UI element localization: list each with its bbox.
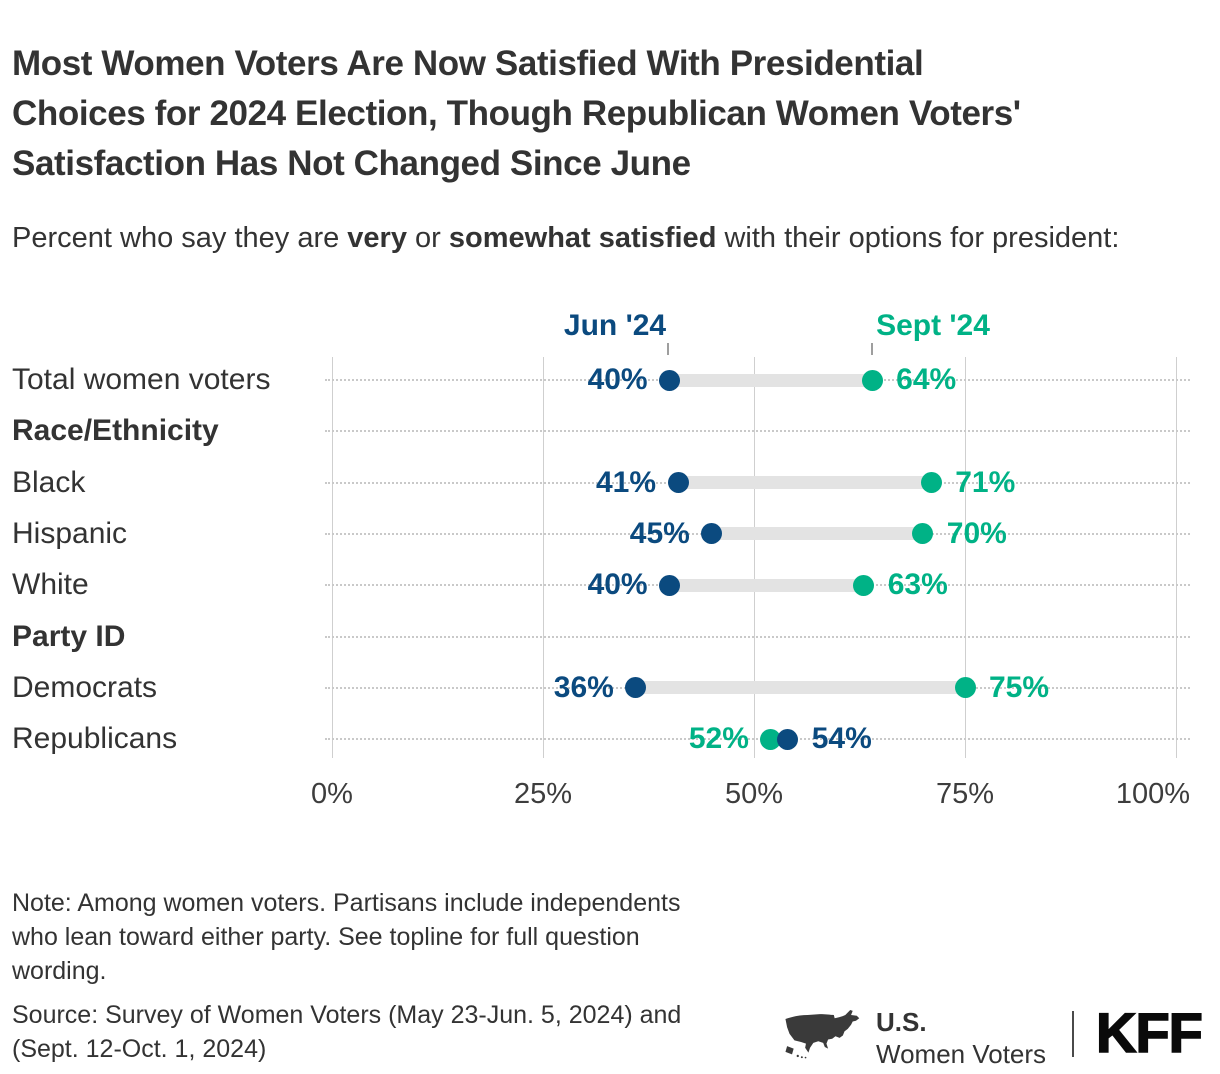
connector-bar [711,527,923,541]
dot-sept [954,677,976,699]
value-label-jun: 54% [811,722,872,756]
row-dotted-gridline [325,738,1190,741]
value-label-sept: 75% [989,670,1050,704]
value-label-sept: 70% [946,516,1007,550]
legend-jun-24: Jun '24 [563,309,667,342]
text-line: Satisfaction Has Not Changed Since June [12,144,691,184]
row-label: White [12,568,89,602]
connector-bar [669,578,864,592]
connector-bar [678,476,932,490]
text-line: Choices for 2024 Election, Though Republ… [12,94,1021,134]
value-label-sept: 71% [955,465,1016,499]
dot-sept [853,574,875,596]
us-map-icon [785,1010,860,1059]
program-name-line2: Women Voters [876,1039,1047,1069]
row-label: Hispanic [12,516,128,550]
text-line: Most Women Voters Are Now Satisfied With… [12,44,924,84]
subtitle-bold-very: very [347,222,407,254]
gridline-vertical [965,357,966,758]
row-label: Total women voters [12,363,271,396]
row-dotted-gridline [325,430,1190,433]
legend-sept-24: Sept '24 [876,309,990,342]
connector-bar [635,681,965,695]
text-line: Note: Among women voters. Partisans incl… [12,889,681,917]
connector-bar [669,373,873,387]
text-line: wording. [12,957,107,985]
value-label-jun: 45% [629,516,690,550]
x-axis-tick-label: 25% [513,778,573,810]
chart-subtitle: Percent who say they are very or somewha… [12,219,1162,258]
legend-tick-jun [667,343,669,355]
subtitle-bold-somewhat-satisfied: somewhat satisfied [448,222,717,254]
value-label-sept: 64% [896,363,957,396]
brand-divider [1072,1011,1074,1057]
dot-sept [861,369,883,391]
value-label-jun: 40% [587,568,648,602]
chart-title: Most Women Voters Are Now Satisfied With… [12,39,1202,189]
program-name: U.S. Women Voters [876,1006,1046,1070]
value-label-sept: 52% [688,722,749,756]
row-label: Republicans [12,722,178,756]
text-line: (Sept. 12-Oct. 1, 2024) [12,1035,267,1063]
x-axis-tick-label: 100% [1115,778,1190,810]
subtitle-text: Percent who say they are [12,222,348,254]
kff-logo: KFF [1095,1001,1203,1064]
dot-jun [701,523,723,545]
gridline-vertical [332,357,333,758]
value-label-jun: 40% [587,363,648,396]
x-axis-tick-label: 75% [935,778,995,810]
dot-jun [659,369,681,391]
program-name-line1: U.S. [876,1007,927,1037]
dot-jun [777,728,799,750]
value-label-jun: 41% [596,465,657,499]
row-label: Democrats [12,670,158,704]
gridline-vertical [543,357,544,758]
note-text: Note: Among women voters. Partisans incl… [12,886,792,988]
legend-tick-sept [871,343,873,355]
dot-sept [760,728,782,750]
text-line: who lean toward either party. See toplin… [12,923,640,951]
gridline-vertical [754,357,755,758]
dot-sept [912,523,934,545]
row-label: Race/Ethnicity [12,414,219,448]
gridline-vertical [1176,357,1177,758]
text-line: Source: Survey of Women Voters (May 23-J… [12,1001,682,1029]
subtitle-text: or [406,222,449,254]
dot-jun [667,472,689,494]
dot-sept [920,472,942,494]
row-label: Party ID [12,619,126,653]
dot-jun [659,574,681,596]
subtitle-text: with their options for president: [716,222,1120,254]
row-dotted-gridline [325,635,1190,638]
row-label: Black [12,465,86,499]
x-axis-tick-label: 0% [311,778,353,810]
value-label-jun: 36% [553,670,614,704]
dot-jun [625,677,647,699]
x-axis-tick-label: 50% [724,778,784,810]
value-label-sept: 63% [887,568,948,602]
source-text: Source: Survey of Women Voters (May 23-J… [12,998,792,1066]
